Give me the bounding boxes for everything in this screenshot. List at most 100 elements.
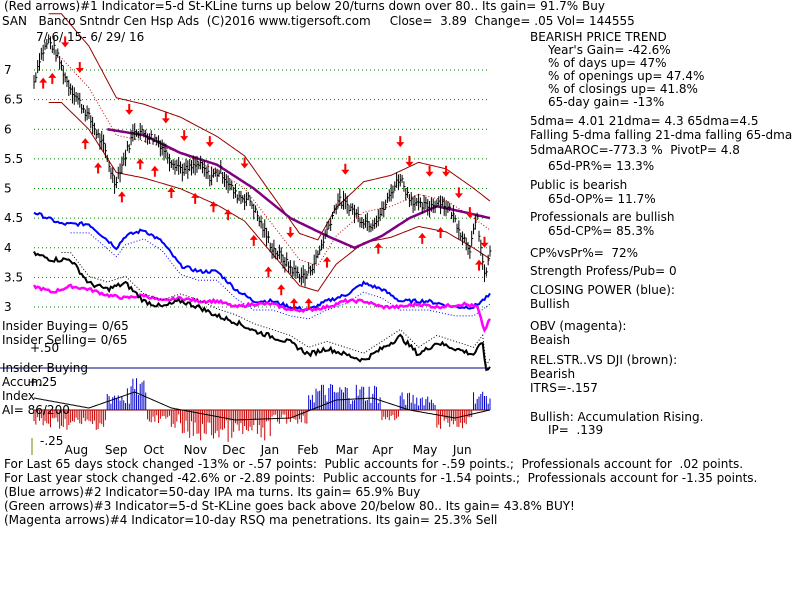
- red-down-arrow: [465, 207, 474, 219]
- red-up-arrow: [224, 209, 233, 221]
- relstr-label: REL.STR..VS DJI (brown):: [530, 353, 678, 367]
- red-up-arrow: [475, 259, 484, 271]
- date-range: 7/ 6/ 15- 6/ 29/ 16: [36, 30, 145, 44]
- y-tick-label: 3: [4, 300, 12, 314]
- red-up-arrow: [418, 232, 427, 244]
- obv-label: OBV (magenta):: [530, 319, 627, 333]
- red-up-arrow: [264, 266, 273, 278]
- professionals-status: Professionals are bullish: [530, 210, 675, 224]
- upper-band-line: [48, 13, 491, 241]
- red-down-arrow: [180, 130, 189, 142]
- red-up-arrow: [323, 256, 332, 268]
- red-up-arrow: [191, 192, 200, 204]
- accum-label: Accum: [2, 375, 43, 389]
- month-label: Nov: [184, 443, 207, 457]
- closing-power-line: [33, 211, 491, 312]
- insider-selling-label: Insider Selling= 0/65: [2, 333, 128, 347]
- y-tick-label: 7: [4, 63, 12, 77]
- indicator-line-red-arrows: (Red arrows)#1 Indicator=5-d St-KLine tu…: [4, 0, 605, 13]
- red-up-arrow: [436, 226, 445, 238]
- closings-up: % of closings up= 41.8%: [548, 82, 698, 96]
- y-tick-label: 6: [4, 122, 12, 136]
- red-down-arrow: [341, 163, 350, 175]
- ma21-line: [56, 57, 491, 267]
- red-up-arrow: [249, 234, 258, 246]
- red-down-arrow: [442, 165, 451, 177]
- relstr-status: Bearish: [530, 367, 576, 381]
- years-gain: Year's Gain= -42.6%: [548, 43, 671, 57]
- red-up-arrow: [150, 165, 159, 177]
- red-down-arrow: [61, 36, 70, 48]
- red-up-arrow: [117, 191, 126, 203]
- y-tick-label: 4.5: [4, 211, 23, 225]
- minus-25-label: -.25: [40, 434, 64, 448]
- red-up-arrow: [209, 201, 218, 213]
- month-label: Sep: [105, 443, 128, 457]
- op-percent: 65d-OP%= 11.7%: [548, 192, 656, 206]
- plus-25-label: +.25: [28, 375, 58, 389]
- closing-power-status: Bullish: [530, 297, 570, 311]
- red-up-arrow: [39, 77, 48, 89]
- cp-vs-pr: CP%vsPr%= 72%: [530, 246, 639, 260]
- red-up-arrow: [304, 298, 313, 310]
- red-down-arrow: [161, 112, 170, 124]
- plus-50-label: +.50: [30, 341, 60, 355]
- ip-value: IP= .139: [548, 423, 604, 437]
- month-label: Feb: [297, 443, 318, 457]
- accum-ma-line: [33, 391, 491, 421]
- obv-line: [32, 283, 492, 334]
- red-down-arrow: [396, 136, 405, 148]
- relstr-ma: [61, 252, 491, 367]
- obv-status: Beaish: [530, 333, 571, 347]
- month-label: May: [413, 443, 438, 457]
- red-down-arrow: [454, 187, 463, 199]
- closing-power-label: CLOSING POWER (blue):: [530, 283, 675, 297]
- red-up-arrow: [277, 284, 286, 296]
- insider-buying-label: Insider Buying= 0/65: [2, 319, 129, 333]
- month-label: Oct: [143, 443, 164, 457]
- accumulation-index-histogram: [33, 378, 491, 442]
- red-up-arrow: [374, 242, 383, 254]
- closing-power-ma: [70, 232, 491, 320]
- red-down-arrow: [240, 157, 249, 169]
- red-down-arrow: [286, 226, 295, 238]
- y-tick-label: 4: [4, 241, 12, 255]
- relstr-line: [33, 251, 491, 372]
- month-label: Jun: [452, 443, 472, 457]
- itrs-value: ITRS=-.157: [530, 381, 598, 395]
- insider-line-label: Insider Buying: [2, 361, 88, 375]
- red-down-arrow: [125, 103, 134, 115]
- footer-blue-arrows: (Blue arrows)#2 Indicator=50-day IPA ma …: [4, 485, 421, 499]
- price-gridlines: [34, 69, 490, 308]
- strength-profess-pub: Strength Profess/Pub= 0: [530, 264, 677, 278]
- red-down-arrow: [405, 155, 414, 167]
- days-up: % of days up= 47%: [548, 56, 667, 70]
- red-up-arrow: [167, 186, 176, 198]
- month-label: Jan: [260, 443, 280, 457]
- ma65-line: [107, 128, 491, 250]
- red-up-arrow: [81, 138, 90, 150]
- y-tick-label: 5: [4, 182, 12, 196]
- gain-65-day: 65-day gain= -13%: [548, 95, 665, 109]
- stock-title-line: SAN Banco Sntndr Cen Hsp Ads (C)2016 www…: [2, 14, 635, 28]
- index-label: Index: [2, 389, 36, 403]
- pr-percent: 65d-PR%= 13.3%: [548, 159, 655, 173]
- chart-series: [32, 13, 492, 372]
- month-label: Dec: [222, 443, 245, 457]
- trend-title: BEARISH PRICE TREND: [530, 30, 667, 44]
- accumulation-status: Bullish: Accumulation Rising.: [530, 410, 704, 424]
- dma-values: 5dma= 4.01 21dma= 4.3 65dma=4.5: [530, 114, 759, 128]
- y-tick-label: 5.5: [4, 152, 23, 166]
- red-up-arrow: [48, 72, 57, 84]
- red-down-arrow: [205, 136, 214, 148]
- red-down-arrow: [425, 165, 434, 177]
- month-label: Aug: [65, 443, 88, 457]
- price-axis-labels: 3 3.5 4 4.5 5 5.5 6 6.5 7: [4, 63, 23, 314]
- month-label: Mar: [336, 443, 359, 457]
- y-tick-label: 6.5: [4, 93, 23, 107]
- month-label: Apr: [372, 443, 393, 457]
- footer-65-day: For Last 65 days stock changed -13% or -…: [4, 457, 744, 471]
- y-tick-label: 3.5: [4, 270, 23, 284]
- month-axis-labels: Aug Sep Oct Nov Dec Jan Feb Mar Apr May Jun: [65, 443, 472, 457]
